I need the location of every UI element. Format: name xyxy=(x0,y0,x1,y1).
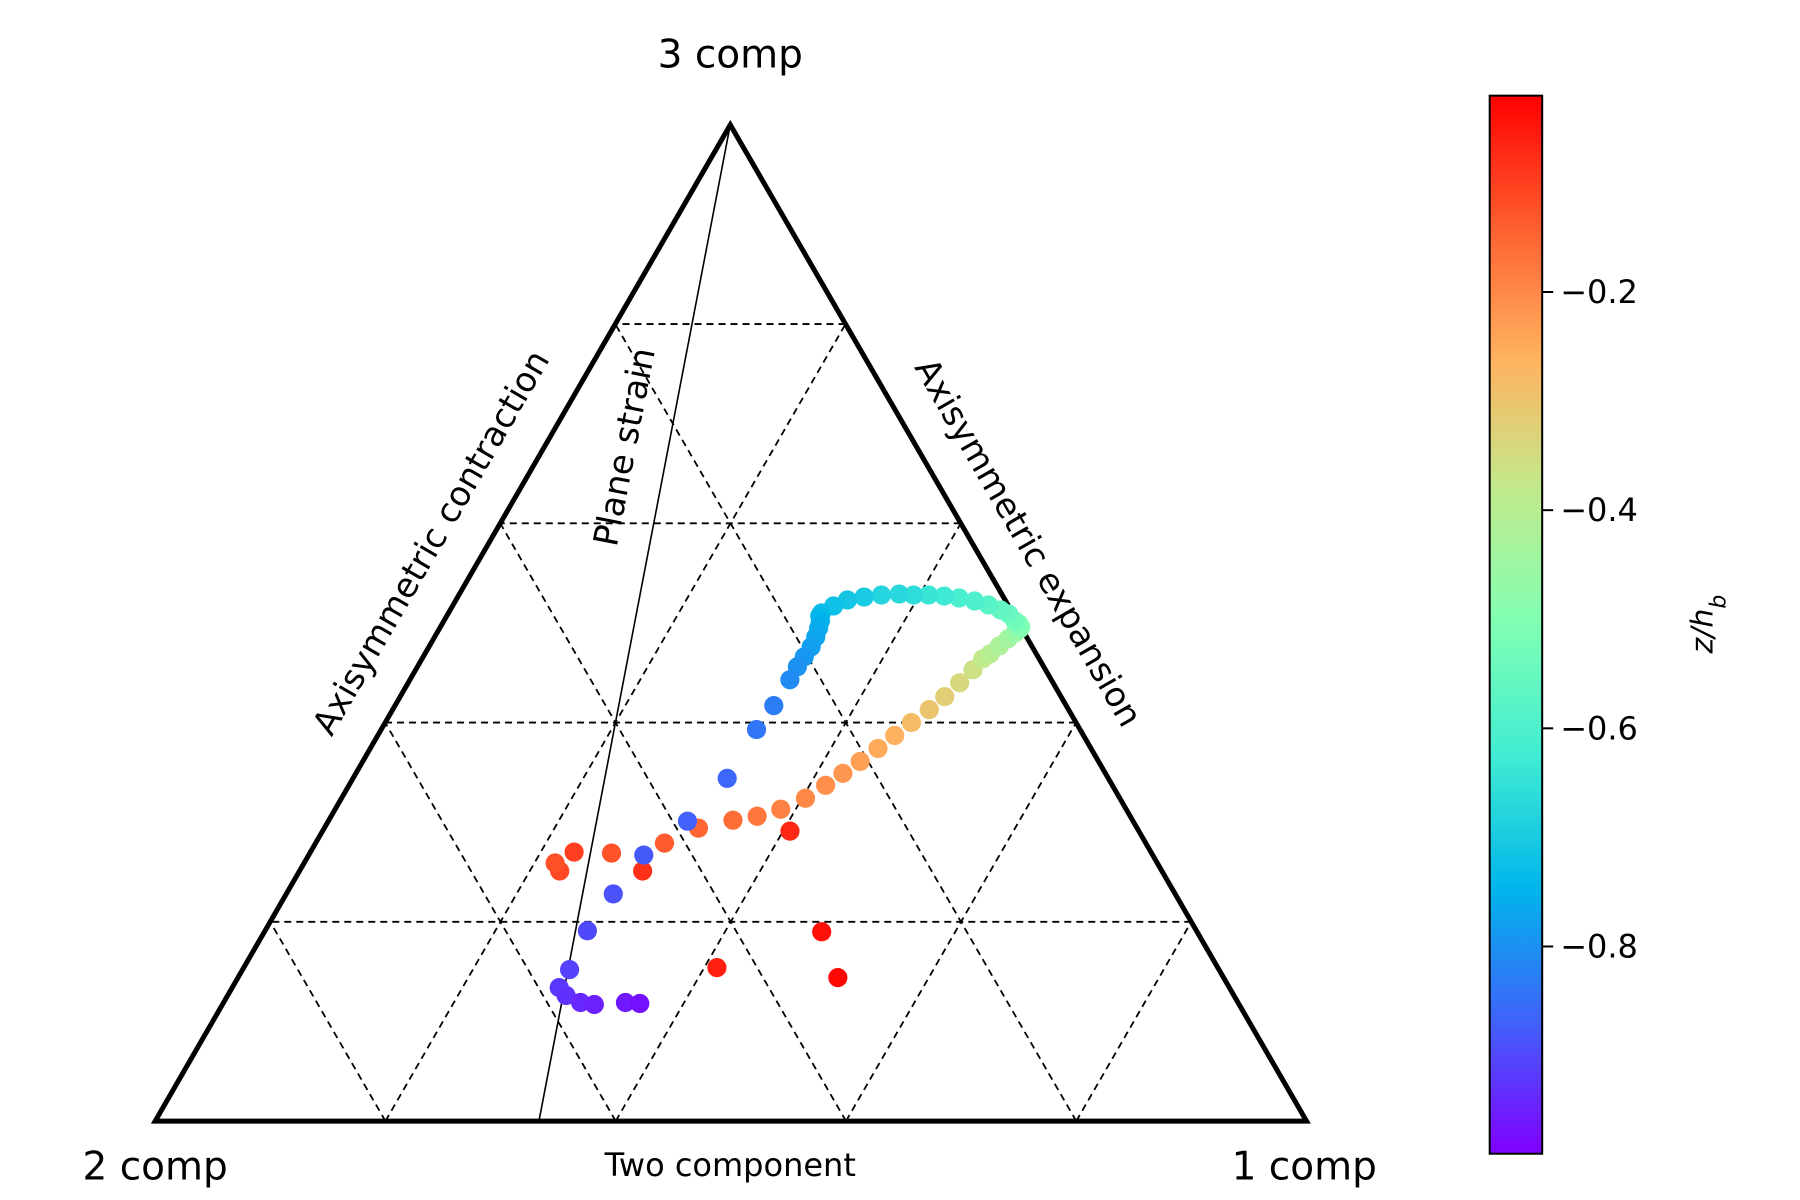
data-point-17 xyxy=(850,751,870,772)
corner-label-top: 3 comp xyxy=(658,33,803,78)
colorbar-gradient xyxy=(1488,94,1544,1155)
data-point-20 xyxy=(901,712,921,733)
data-point-60 xyxy=(634,845,654,865)
triangle-outline xyxy=(150,119,1311,1124)
data-point-62 xyxy=(577,921,597,941)
data-point-7 xyxy=(545,853,565,873)
data-point-56 xyxy=(764,696,784,716)
data-point-23 xyxy=(950,673,970,693)
colorbar-ticks: −0.8 −0.6 −0.4 −0.2 xyxy=(1542,273,1638,965)
data-point-2 xyxy=(707,958,727,978)
data-point-63 xyxy=(559,960,580,980)
data-point-38 xyxy=(949,588,969,608)
data-point-68 xyxy=(615,992,636,1013)
data-point-14 xyxy=(795,788,816,808)
data-point-19 xyxy=(885,725,905,746)
data-point-11 xyxy=(723,810,743,830)
colorbar-tick-label-3: −0.2 xyxy=(1560,273,1638,311)
plane-strain-line xyxy=(538,124,732,1122)
data-point-37 xyxy=(965,591,985,611)
data-point-42 xyxy=(889,584,909,604)
data-point-55 xyxy=(780,670,800,690)
data-point-65 xyxy=(556,985,576,1006)
data-point-57 xyxy=(746,719,767,740)
corner-label-left: 2 comp xyxy=(83,1144,228,1189)
data-point-59 xyxy=(677,811,698,831)
data-point-41 xyxy=(904,585,924,605)
data-point-12 xyxy=(747,806,767,826)
data-point-69 xyxy=(630,993,650,1014)
edge-label-bottom: Two component xyxy=(604,1146,856,1184)
data-point-15 xyxy=(816,775,836,795)
grid-lines xyxy=(269,323,1193,1122)
edge-label-right: Axisymmetric expansion xyxy=(906,352,1150,734)
grid-line-7 xyxy=(845,722,1077,1122)
data-point-40 xyxy=(918,585,939,605)
data-point-1 xyxy=(812,922,832,942)
data-point-21 xyxy=(919,700,939,720)
data-point-44 xyxy=(854,587,874,607)
data-point-61 xyxy=(603,884,623,904)
colorbar-tick-label-0: −0.8 xyxy=(1560,927,1638,965)
plane-strain-label: Plane strain xyxy=(586,345,664,550)
data-point-43 xyxy=(871,585,891,605)
colorbar: −0.8 −0.6 −0.4 −0.2 z/hb xyxy=(1488,94,1732,1155)
grid-line-5 xyxy=(499,522,847,1122)
data-point-16 xyxy=(833,763,853,783)
data-point-8 xyxy=(601,843,622,863)
grid-line-11 xyxy=(269,921,387,1122)
colorbar-tick-label-1: −0.6 xyxy=(1560,709,1638,747)
data-point-18 xyxy=(868,738,888,759)
data-point-13 xyxy=(771,799,791,819)
corner-label-right: 1 comp xyxy=(1232,1144,1377,1189)
data-point-9 xyxy=(654,833,675,853)
data-point-58 xyxy=(717,768,737,788)
grid-line-8 xyxy=(384,722,617,1122)
data-point-39 xyxy=(934,586,954,606)
data-points xyxy=(545,584,1031,1015)
edge-label-left: Axisymmetric contraction xyxy=(305,344,558,743)
data-point-22 xyxy=(935,687,955,707)
grid-line-10 xyxy=(1075,921,1193,1122)
data-point-4 xyxy=(633,861,653,881)
colorbar-label: z/hb xyxy=(1686,595,1732,655)
data-point-0 xyxy=(828,968,848,988)
data-point-3 xyxy=(780,821,800,841)
data-point-5 xyxy=(564,842,584,862)
data-point-67 xyxy=(584,994,604,1015)
colorbar-tick-label-2: −0.4 xyxy=(1560,491,1638,529)
